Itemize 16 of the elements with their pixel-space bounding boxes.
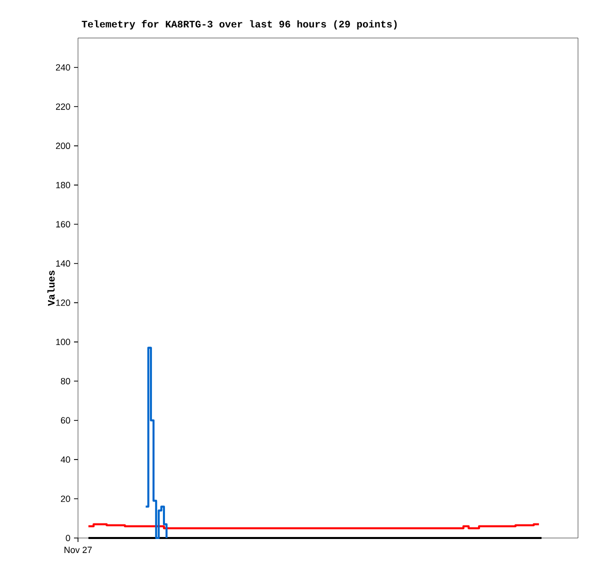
y-tick-label: 0	[66, 534, 70, 542]
y-tick-label: 180	[56, 182, 70, 188]
y-tick-label: 60	[60, 417, 70, 424]
y-tick-label: 20	[60, 496, 70, 502]
y-tick-label: 220	[56, 103, 70, 110]
y-tick-label: 120	[56, 300, 70, 306]
y-tick-label: 240	[56, 64, 70, 71]
y-tick-label: 160	[56, 221, 70, 228]
text: Nov 27	[64, 546, 92, 554]
y-tick-label: 200	[56, 142, 70, 150]
chart-title: Telemetry for KA8RTG-3 over last 96 hours (29 points)	[82, 20, 397, 30]
y-tick-label: 140	[56, 260, 70, 267]
y-tick-label: 100	[56, 338, 70, 346]
y-axis-title: Values	[47, 270, 55, 306]
y-tick-label: 80	[60, 378, 70, 384]
y-tick-label: 40	[60, 456, 70, 463]
